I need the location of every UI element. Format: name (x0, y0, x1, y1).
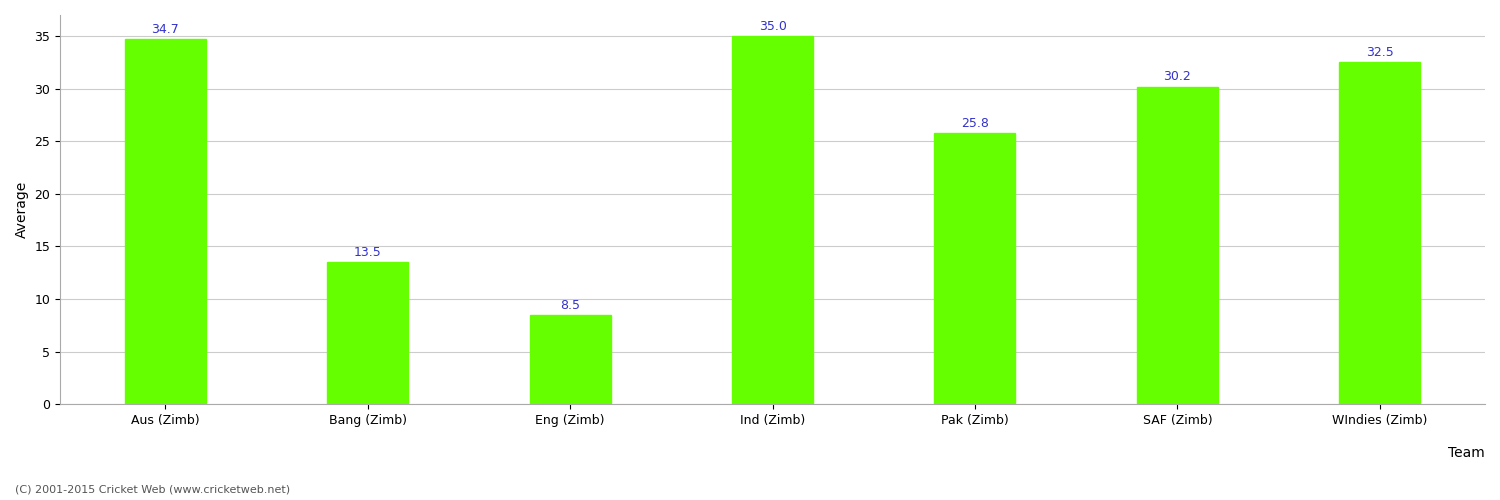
Text: 8.5: 8.5 (560, 298, 580, 312)
Text: 25.8: 25.8 (962, 116, 988, 130)
Bar (1137, 86, 1218, 405)
Text: Team: Team (1448, 446, 1485, 460)
Text: 13.5: 13.5 (354, 246, 381, 259)
Bar (732, 36, 813, 405)
Bar (327, 262, 408, 404)
Text: 35.0: 35.0 (759, 20, 786, 33)
Bar (934, 133, 1016, 404)
Bar (530, 315, 610, 404)
Text: (C) 2001-2015 Cricket Web (www.cricketweb.net): (C) 2001-2015 Cricket Web (www.cricketwe… (15, 485, 290, 495)
Text: 34.7: 34.7 (152, 23, 180, 36)
Text: 30.2: 30.2 (1164, 70, 1191, 84)
Bar (124, 39, 206, 405)
Text: 32.5: 32.5 (1366, 46, 1394, 59)
Bar (1340, 62, 1420, 404)
Y-axis label: Average: Average (15, 181, 28, 238)
